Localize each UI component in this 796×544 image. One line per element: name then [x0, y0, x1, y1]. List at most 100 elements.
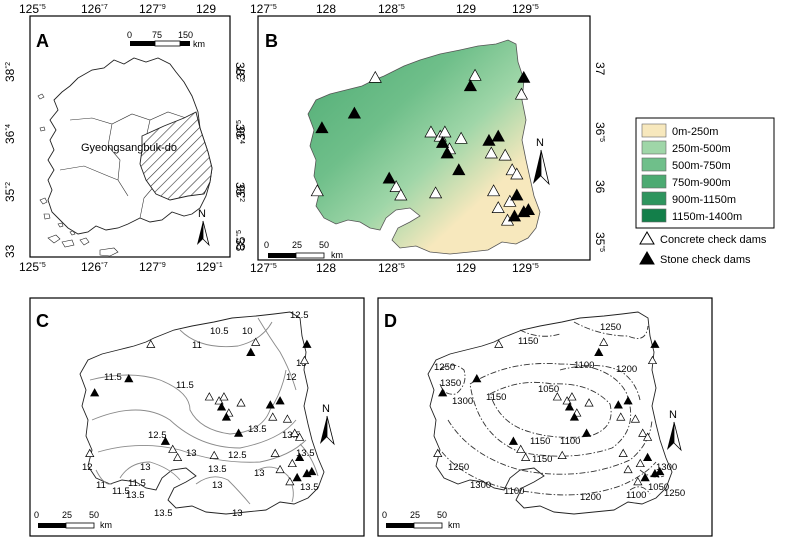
scale-tick: 50	[319, 240, 329, 250]
stone-dam-icon	[216, 402, 227, 411]
scale-tick: 0	[34, 510, 39, 520]
contour-label: 13	[140, 462, 151, 473]
contour-label: 13.5	[154, 508, 173, 519]
concrete-dam-icon	[146, 339, 156, 348]
stone-dam-icon	[382, 171, 396, 184]
stone-dam-icon	[569, 412, 579, 421]
concrete-dam-icon	[287, 458, 297, 468]
legend-swatch	[641, 123, 667, 138]
tick-label: 129°5	[512, 2, 539, 16]
gyeongsangbuk-do-region	[139, 111, 213, 201]
tick-label: 36°5	[593, 122, 607, 142]
stone-dam-icon	[482, 133, 496, 146]
concrete-dam-icon	[204, 392, 214, 401]
contour-label: 13	[254, 468, 265, 479]
contour-label: 12	[286, 372, 297, 383]
concrete-dam-icon	[562, 396, 572, 405]
concrete-dam-icon	[639, 231, 655, 245]
tick-label: 35°2	[3, 182, 17, 202]
tick-label: 128°5	[378, 261, 405, 275]
stone-dam-icon	[292, 472, 302, 482]
concrete-dam-icon	[510, 167, 524, 180]
concrete-dam-icon	[290, 428, 300, 437]
tick-label: 129°1	[196, 260, 223, 274]
tick-label: 36°4	[3, 124, 17, 144]
contour-label: 13.5	[300, 482, 319, 493]
stone-dam-icon	[521, 203, 535, 216]
contour-label: 1100	[574, 360, 594, 371]
concrete-dam-icon	[503, 194, 517, 207]
panel-b-right-ticks: 37 36°5 36 35°5	[593, 62, 607, 252]
tick-label: 35°2	[233, 182, 247, 202]
concrete-dam-icon	[521, 452, 531, 461]
contour-label: 11.5	[104, 372, 122, 383]
concrete-dam-icon	[219, 392, 229, 401]
contour-label: 1150	[518, 336, 538, 347]
concrete-dam-icon	[389, 180, 403, 192]
tick-label: 128	[316, 261, 336, 275]
tick-label: 36°4	[233, 124, 247, 144]
contour-label: 12	[82, 462, 93, 473]
concrete-dam-icon	[599, 337, 609, 346]
panel-a-top-ticks: 125°5 126°7 127°9 129	[19, 2, 216, 16]
contour-label: 12.5	[228, 450, 247, 461]
concrete-dam-icon	[468, 68, 482, 81]
scale-unit: km	[331, 250, 343, 260]
contour-label: 1250	[600, 322, 621, 333]
contour-label: 10.5	[210, 326, 229, 337]
tick-label: 125°5	[19, 260, 46, 274]
concrete-dam-icon	[270, 448, 280, 457]
panel-b-left-ticks: 37 36°5 36 35°5	[234, 66, 248, 250]
legend-elevation-label: 500m-750m	[672, 160, 731, 172]
tick-label: 37	[234, 66, 248, 80]
scale-tick: 0	[127, 30, 132, 40]
stone-dam-icon	[295, 452, 305, 461]
concrete-dam-icon	[491, 201, 505, 213]
panel-a-right-ticks: 38°2 36°4 35°2 33	[233, 62, 247, 252]
stone-dam-icon	[275, 396, 285, 405]
tick-label: 129	[456, 261, 476, 275]
stone-dam-icon	[221, 412, 231, 421]
panel-c-label: C	[36, 311, 49, 331]
legend-concrete: Concrete check dams	[639, 231, 767, 246]
stone-dam-icon	[347, 106, 361, 119]
scale-tick: 25	[62, 510, 72, 520]
concrete-dam-icon	[454, 131, 468, 144]
concrete-dam-icon	[633, 476, 643, 486]
contour-label: 1150	[486, 392, 506, 403]
concrete-dam-icon	[209, 450, 219, 459]
panel-c-dams	[85, 337, 317, 486]
stone-dam-icon	[435, 135, 450, 148]
tick-label: 35°5	[234, 230, 248, 250]
legend-elevation-label: 0m-250m	[672, 126, 718, 138]
north-arrow-icon: N	[320, 403, 335, 446]
concrete-dam-icon	[214, 396, 224, 405]
contour-label: 1350	[440, 378, 461, 389]
tick-label: 125°5	[19, 2, 46, 16]
panel-a-label: A	[36, 31, 49, 51]
tick-label: 129°5	[512, 261, 539, 275]
stone-dam-icon	[507, 209, 522, 222]
tick-label: 126°7	[81, 260, 108, 274]
scale-tick: 150	[178, 30, 193, 40]
concrete-dam-icon	[268, 412, 278, 421]
legend-swatch	[641, 157, 667, 172]
legend-elevation-label: 250m-500m	[672, 143, 731, 155]
concrete-dam-icon	[424, 125, 438, 138]
legend-swatch	[641, 191, 667, 206]
legend-elevation-label: 1150m-1400m	[672, 211, 742, 223]
panel-b-label: B	[265, 31, 278, 51]
province-boundaries	[59, 111, 187, 219]
legend-swatch	[641, 174, 667, 189]
contour-label: 12.5	[148, 430, 167, 441]
concrete-dam-icon	[514, 87, 529, 100]
contour-label: 1200	[580, 492, 601, 503]
contour-label: 11.5	[112, 486, 130, 497]
tick-label: 127°5	[250, 261, 277, 275]
scale-tick: 25	[292, 240, 302, 250]
concrete-dam-icon	[394, 188, 408, 201]
scale-tick: 25	[410, 510, 420, 520]
concrete-dam-icon	[552, 392, 562, 401]
